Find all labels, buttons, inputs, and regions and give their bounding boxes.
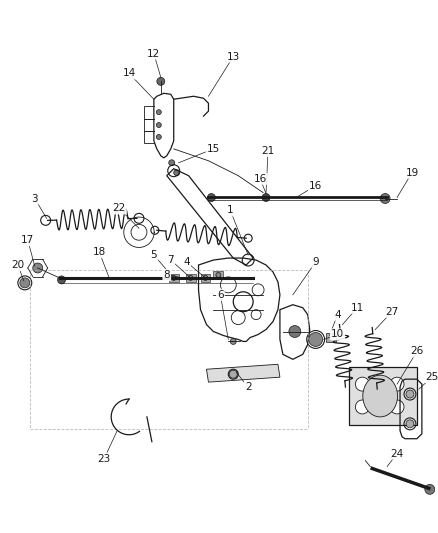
Text: 8: 8: [163, 270, 170, 280]
Circle shape: [157, 77, 165, 85]
Circle shape: [171, 276, 176, 280]
Circle shape: [169, 160, 175, 166]
Text: 2: 2: [245, 382, 251, 392]
Circle shape: [355, 400, 369, 414]
Circle shape: [20, 278, 30, 288]
Circle shape: [355, 377, 369, 391]
Circle shape: [230, 370, 237, 378]
Circle shape: [156, 110, 161, 115]
Text: 4: 4: [334, 310, 341, 320]
Text: 7: 7: [167, 255, 174, 265]
Text: 10: 10: [331, 329, 344, 340]
Text: 24: 24: [390, 449, 404, 458]
Bar: [169, 274, 179, 282]
Circle shape: [406, 390, 414, 398]
Circle shape: [309, 333, 323, 346]
Bar: [325, 333, 336, 342]
Text: 9: 9: [312, 257, 319, 267]
Circle shape: [289, 326, 301, 337]
Circle shape: [57, 276, 66, 284]
Bar: [213, 271, 223, 279]
Circle shape: [203, 276, 208, 280]
Circle shape: [156, 134, 161, 140]
Circle shape: [216, 272, 221, 277]
Circle shape: [425, 484, 435, 494]
Text: 13: 13: [226, 52, 240, 61]
Text: 16: 16: [254, 174, 267, 184]
Text: 19: 19: [405, 168, 419, 177]
Circle shape: [33, 263, 42, 273]
Text: 17: 17: [21, 235, 35, 245]
Bar: [350, 367, 417, 425]
Circle shape: [390, 400, 404, 414]
Text: 4: 4: [184, 257, 190, 267]
Text: 14: 14: [122, 68, 136, 78]
Circle shape: [380, 193, 390, 204]
Text: 26: 26: [410, 346, 424, 357]
Circle shape: [262, 193, 270, 201]
Circle shape: [390, 377, 404, 391]
Text: 15: 15: [207, 144, 220, 154]
Polygon shape: [206, 364, 280, 382]
Text: 12: 12: [147, 49, 160, 59]
Circle shape: [208, 193, 215, 201]
Text: 23: 23: [98, 454, 111, 464]
Text: 21: 21: [261, 146, 275, 156]
Text: 20: 20: [11, 260, 25, 270]
Bar: [201, 274, 210, 282]
Text: 16: 16: [309, 181, 322, 191]
Text: 1: 1: [227, 205, 233, 215]
Text: 18: 18: [93, 247, 106, 257]
Text: 6: 6: [217, 290, 224, 300]
Text: 25: 25: [425, 372, 438, 382]
Bar: [186, 274, 195, 282]
Ellipse shape: [363, 375, 398, 417]
Circle shape: [406, 420, 414, 428]
Text: 22: 22: [113, 204, 126, 213]
Text: 3: 3: [32, 193, 38, 204]
Circle shape: [188, 276, 193, 280]
Text: 27: 27: [385, 306, 399, 317]
Circle shape: [156, 123, 161, 127]
Text: 5: 5: [151, 250, 157, 260]
Text: 11: 11: [351, 303, 364, 313]
Circle shape: [174, 169, 180, 176]
Circle shape: [230, 338, 236, 344]
